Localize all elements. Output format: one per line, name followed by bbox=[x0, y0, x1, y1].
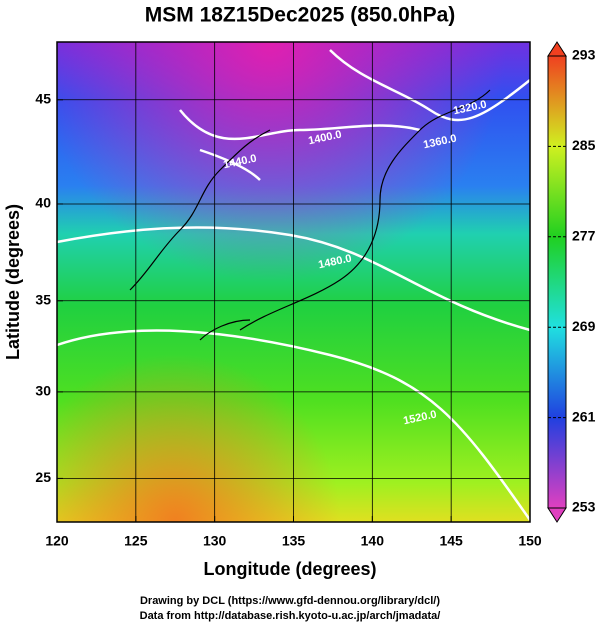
colorbar-cap bbox=[547, 41, 567, 57]
colorbar-tick-label: 269 bbox=[572, 318, 596, 334]
contours bbox=[56, 49, 532, 521]
coastline bbox=[129, 89, 491, 341]
colorbar-cap bbox=[547, 507, 567, 523]
x-tick-label: 145 bbox=[439, 533, 463, 549]
x-axis-label: Longitude (degrees) bbox=[203, 559, 376, 579]
colorbar-tick-label: 253 bbox=[572, 499, 596, 515]
colorbar-tick-label: 277 bbox=[572, 228, 596, 244]
footer: Data from http://database.rish.kyoto-u.a… bbox=[140, 610, 441, 622]
footer: Drawing by DCL (https://www.gfd-dennou.o… bbox=[140, 595, 440, 607]
colorbar-tick-label: 261 bbox=[572, 408, 596, 424]
x-tick-label: 135 bbox=[282, 533, 306, 549]
colorbar-tick-label: 293 bbox=[572, 47, 596, 63]
chart-title: MSM 18Z15Dec2025 (850.0hPa) bbox=[145, 4, 456, 27]
x-tick-label: 130 bbox=[203, 533, 227, 549]
plot-frame bbox=[56, 41, 531, 523]
y-tick-label: 45 bbox=[35, 90, 51, 106]
y-tick-label: 25 bbox=[35, 469, 51, 485]
y-tick-label: 40 bbox=[35, 195, 51, 211]
y-axis-label: Latitude (degrees) bbox=[3, 204, 23, 360]
colorbar bbox=[547, 55, 567, 509]
y-tick-label: 35 bbox=[35, 291, 51, 307]
x-tick-label: 140 bbox=[361, 533, 385, 549]
plot-area bbox=[56, 42, 532, 522]
x-tick-label: 120 bbox=[45, 533, 69, 549]
y-tick-label: 30 bbox=[35, 383, 51, 399]
x-tick-label: 125 bbox=[124, 533, 148, 549]
x-tick-label: 150 bbox=[518, 533, 542, 549]
colorbar-tick-label: 285 bbox=[572, 137, 596, 153]
